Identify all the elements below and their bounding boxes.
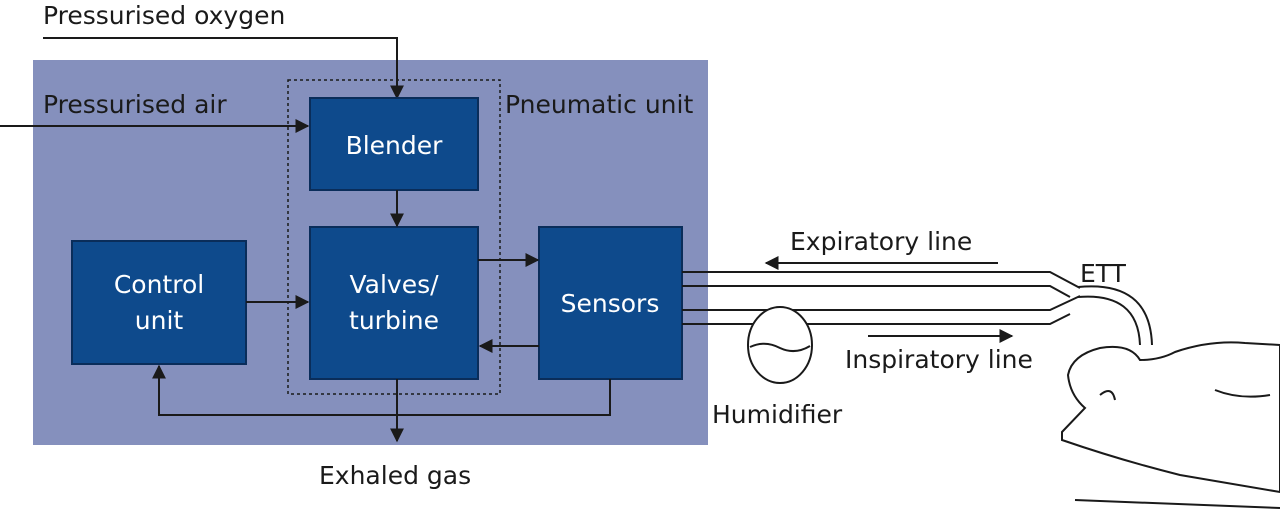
oxygen-input-line bbox=[43, 37, 404, 100]
control-label-line2: unit bbox=[135, 306, 184, 335]
ett-label: ETT bbox=[1080, 259, 1127, 288]
inspiratory-line-label: Inspiratory line bbox=[845, 345, 1033, 374]
control-label-line1: Control bbox=[114, 270, 204, 299]
patient-icon bbox=[1061, 341, 1280, 509]
valves-label-line1: Valves/ bbox=[349, 270, 439, 299]
control-unit-block bbox=[71, 240, 247, 365]
humidifier-label: Humidifier bbox=[712, 400, 843, 429]
sensors-block bbox=[538, 226, 683, 380]
exhaled-gas-label: Exhaled gas bbox=[319, 461, 471, 490]
sensors-label: Sensors bbox=[561, 289, 660, 318]
ett-tube bbox=[1077, 285, 1153, 346]
pneumatic-unit-label: Pneumatic unit bbox=[505, 90, 693, 119]
pneumatic-unit-boundary bbox=[287, 79, 501, 395]
blender-label: Blender bbox=[346, 131, 444, 160]
inspiratory-tube bbox=[682, 295, 1081, 325]
expiratory-tube bbox=[682, 271, 1081, 298]
blender-block bbox=[309, 97, 479, 191]
valves-label-line2: turbine bbox=[349, 306, 439, 335]
expiratory-line-label: Expiratory line bbox=[790, 227, 972, 256]
valves-turbine-block bbox=[309, 226, 479, 380]
pressurised-air-label: Pressurised air bbox=[43, 90, 227, 119]
pressurised-oxygen-label: Pressurised oxygen bbox=[43, 1, 285, 30]
humidifier-icon bbox=[747, 306, 813, 384]
feedback-to-control-line bbox=[152, 364, 611, 416]
